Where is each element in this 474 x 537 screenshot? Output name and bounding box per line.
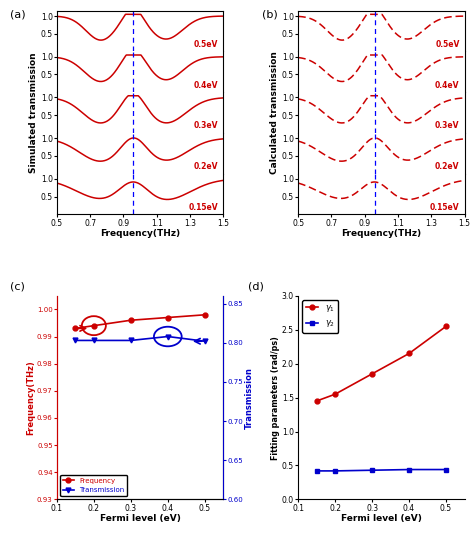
Frequency bbox=[73, 325, 78, 331]
Text: (b): (b) bbox=[262, 10, 277, 20]
$\gamma_1$ bbox=[443, 323, 449, 330]
Y-axis label: Frequency(THz): Frequency(THz) bbox=[27, 360, 36, 435]
Frequency bbox=[202, 311, 208, 318]
$\gamma_1$ bbox=[332, 391, 338, 397]
$\gamma_2$ bbox=[443, 466, 449, 473]
Text: 0.15eV: 0.15eV bbox=[430, 203, 459, 212]
Text: (c): (c) bbox=[10, 282, 25, 292]
Transmission bbox=[128, 337, 134, 344]
$\gamma_2$ bbox=[406, 466, 412, 473]
Text: 0.3eV: 0.3eV bbox=[194, 121, 218, 130]
Text: 0.2eV: 0.2eV bbox=[194, 162, 218, 171]
Transmission bbox=[165, 333, 171, 340]
$\gamma_2$ bbox=[332, 468, 338, 474]
$\gamma_1$ bbox=[314, 398, 319, 404]
Text: 0.4eV: 0.4eV bbox=[194, 81, 218, 90]
Text: 0.4eV: 0.4eV bbox=[435, 81, 459, 90]
$\gamma_1$ bbox=[406, 350, 412, 357]
$\gamma_2$ bbox=[369, 467, 375, 474]
Transmission bbox=[202, 338, 208, 344]
Text: 0.15eV: 0.15eV bbox=[189, 203, 218, 212]
Line: Transmission: Transmission bbox=[73, 334, 207, 344]
Transmission bbox=[91, 337, 97, 344]
Text: 0.5eV: 0.5eV bbox=[194, 40, 218, 49]
Line: Frequency: Frequency bbox=[73, 313, 207, 331]
Text: 0.2eV: 0.2eV bbox=[435, 162, 459, 171]
$\gamma_2$ bbox=[314, 468, 319, 474]
Legend: Frequency, Transmission: Frequency, Transmission bbox=[60, 475, 127, 496]
Y-axis label: Simulated transmission: Simulated transmission bbox=[29, 52, 38, 173]
X-axis label: Frequency(THz): Frequency(THz) bbox=[100, 229, 180, 238]
Frequency bbox=[165, 314, 171, 321]
Y-axis label: Transmission: Transmission bbox=[245, 367, 254, 429]
X-axis label: Fermi level (eV): Fermi level (eV) bbox=[341, 514, 422, 523]
Line: $\gamma_1$: $\gamma_1$ bbox=[314, 324, 448, 403]
Y-axis label: Calculated transmission: Calculated transmission bbox=[270, 51, 279, 174]
X-axis label: Frequency(THz): Frequency(THz) bbox=[341, 229, 421, 238]
Text: 0.5eV: 0.5eV bbox=[435, 40, 459, 49]
Transmission bbox=[73, 337, 78, 344]
Text: (d): (d) bbox=[248, 282, 264, 292]
Text: (a): (a) bbox=[10, 10, 26, 20]
Y-axis label: Fitting parameters (rad/ps): Fitting parameters (rad/ps) bbox=[272, 336, 281, 460]
X-axis label: Fermi level (eV): Fermi level (eV) bbox=[100, 514, 181, 523]
Frequency bbox=[91, 322, 97, 329]
Line: $\gamma_2$: $\gamma_2$ bbox=[314, 467, 448, 473]
Text: 0.3eV: 0.3eV bbox=[435, 121, 459, 130]
$\gamma_1$ bbox=[369, 371, 375, 377]
Frequency bbox=[128, 317, 134, 323]
Legend: $\gamma_1$, $\gamma_2$: $\gamma_1$, $\gamma_2$ bbox=[302, 300, 338, 333]
